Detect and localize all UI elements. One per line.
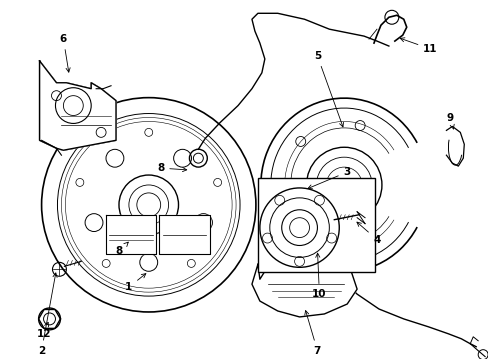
Text: 10: 10 [312, 253, 327, 299]
Polygon shape [106, 215, 156, 255]
Text: 11: 11 [400, 38, 438, 54]
Polygon shape [252, 261, 357, 317]
Text: 4: 4 [357, 222, 381, 244]
Text: 8: 8 [115, 242, 128, 256]
Text: 9: 9 [447, 113, 454, 129]
Text: 12: 12 [36, 322, 51, 339]
Text: 2: 2 [38, 273, 57, 356]
Text: 7: 7 [305, 311, 321, 356]
Text: 3: 3 [308, 167, 351, 189]
Text: 5: 5 [314, 51, 343, 127]
Text: 6: 6 [60, 34, 70, 72]
Bar [258, 178, 375, 272]
Polygon shape [159, 215, 210, 255]
Text: 1: 1 [125, 274, 146, 292]
Polygon shape [40, 61, 116, 150]
Text: 8: 8 [157, 163, 187, 173]
